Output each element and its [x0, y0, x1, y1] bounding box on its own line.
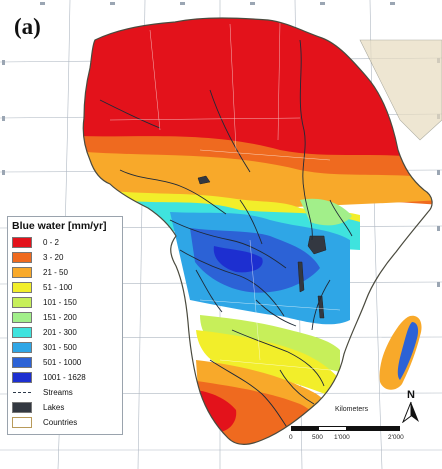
zone-51-100-south	[196, 330, 340, 396]
legend-class-label: 151 - 200	[43, 313, 77, 322]
legend-class-label: 101 - 150	[43, 298, 77, 307]
countries-swatch	[12, 417, 32, 428]
legend-class-row: 151 - 200	[12, 310, 118, 325]
legend-swatch	[12, 327, 32, 338]
legend-class-row: 1001 - 1628	[12, 370, 118, 385]
legend-class-label: 51 - 100	[43, 283, 73, 292]
scale-unit: Kilometers	[335, 406, 369, 413]
legend-class-row: 21 - 50	[12, 265, 118, 280]
north-letter: N	[407, 389, 415, 401]
legend-swatch	[12, 267, 32, 278]
legend-class-label: 501 - 1000	[43, 358, 82, 367]
country-borders	[109, 21, 341, 371]
lakes-label: Lakes	[43, 403, 65, 412]
legend-class-label: 21 - 50	[43, 268, 68, 277]
legend-lakes-row: Lakes	[12, 400, 118, 415]
legend-countries-row: Countries	[12, 415, 118, 430]
legend-class-row: 3 - 20	[12, 250, 118, 265]
scale-bar-graphic	[291, 426, 400, 431]
legend-swatch	[12, 312, 32, 323]
scale-tick: 1'000	[334, 434, 350, 441]
legend-class-label: 3 - 20	[43, 253, 64, 262]
legend-streams-row: Streams	[12, 385, 118, 400]
legend-swatch	[12, 237, 32, 248]
north-arrow-icon	[401, 401, 419, 424]
streams-label: Streams	[43, 388, 73, 397]
panel-label: (a)	[14, 14, 41, 39]
legend-swatch	[12, 252, 32, 263]
africa-outline	[82, 17, 433, 445]
legend-class-row: 201 - 300	[12, 325, 118, 340]
africa-continent	[83, 18, 433, 445]
legend-swatch	[12, 357, 32, 368]
legend-class-row: 501 - 1000	[12, 355, 118, 370]
legend-class-label: 0 - 2	[43, 238, 60, 247]
scale-tick: 0	[289, 434, 293, 441]
legend-class-row: 101 - 150	[12, 295, 118, 310]
legend-class-label: 201 - 300	[43, 328, 77, 337]
north-arrow: N	[399, 389, 423, 428]
zone-1001-1628	[213, 246, 263, 273]
legend-class-label: 301 - 500	[43, 343, 77, 352]
scale-tick: 2'000	[388, 434, 404, 441]
legend-class-row: 301 - 500	[12, 340, 118, 355]
legend: Blue water [mm/yr] 0 - 2 3 - 20 21 - 50 51 …	[7, 216, 123, 435]
streams-swatch	[12, 387, 32, 398]
streams	[99, 39, 353, 433]
legend-class-label: 1001 - 1628	[43, 373, 86, 382]
arabian-peninsula	[359, 39, 442, 141]
legend-swatch	[12, 297, 32, 308]
countries-label: Countries	[43, 418, 78, 427]
legend-title: Blue water [mm/yr]	[12, 220, 107, 232]
legend-classes: 0 - 2 3 - 20 21 - 50 51 - 100 101 - 150 151 -…	[12, 235, 118, 385]
zone-151-200	[300, 198, 352, 226]
legend-swatch	[12, 342, 32, 353]
legend-class-row: 51 - 100	[12, 280, 118, 295]
legend-swatch	[12, 372, 32, 383]
madagascar	[379, 315, 422, 390]
scale-tick: 500	[312, 434, 323, 441]
lakes-swatch	[12, 402, 32, 413]
legend-class-row: 0 - 2	[12, 235, 118, 250]
legend-swatch	[12, 282, 32, 293]
